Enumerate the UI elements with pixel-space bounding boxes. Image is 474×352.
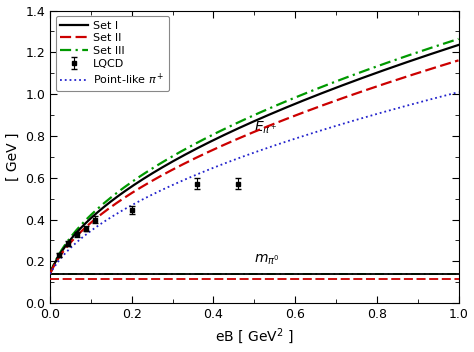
Set II — [232, 138, 237, 142]
Point-like $\pi^+$ — [152, 191, 158, 195]
Set I — [47, 272, 53, 276]
Point-like $\pi^+$ — [47, 272, 53, 276]
Point-like $\pi^+$ — [232, 157, 237, 162]
Set II — [152, 177, 158, 181]
Set II — [320, 103, 326, 107]
Point-like $\pi^+$ — [320, 128, 326, 132]
Point-like $\pi^+$ — [456, 90, 461, 94]
Set III — [47, 272, 53, 276]
Set I — [288, 103, 293, 108]
Set II — [47, 272, 53, 276]
Y-axis label: [ GeV ]: [ GeV ] — [6, 133, 19, 181]
Set II — [456, 58, 461, 62]
Set I — [232, 128, 237, 132]
Set III — [119, 187, 125, 191]
Set III — [288, 97, 293, 101]
Set III — [232, 122, 237, 126]
Line: Set II: Set II — [50, 60, 458, 274]
Set II — [288, 115, 293, 119]
Set I — [355, 77, 360, 82]
Set II — [355, 91, 360, 95]
Point-like $\pi^+$ — [119, 208, 125, 213]
Set III — [320, 84, 326, 89]
Set I — [320, 91, 326, 95]
Set III — [152, 165, 158, 169]
Set III — [355, 71, 360, 75]
Line: Point-like $\pi^+$: Point-like $\pi^+$ — [50, 92, 458, 274]
Text: $E_{\pi^+}$: $E_{\pi^+}$ — [254, 120, 277, 136]
Set I — [456, 43, 461, 47]
Set I — [152, 170, 158, 174]
Point-like $\pi^+$ — [288, 138, 293, 142]
Text: $m_{\pi^0}$: $m_{\pi^0}$ — [254, 252, 280, 267]
Line: Set III: Set III — [50, 39, 458, 274]
Set I — [119, 191, 125, 195]
Legend: Set I, Set II, Set III, LQCD, Point-like $\pi^+$: Set I, Set II, Set III, LQCD, Point-like… — [55, 16, 169, 92]
Set III — [456, 37, 461, 41]
Line: Set I: Set I — [50, 45, 458, 274]
X-axis label: eB [ GeV$^2$ ]: eB [ GeV$^2$ ] — [215, 327, 293, 346]
Point-like $\pi^+$ — [355, 117, 360, 121]
Set II — [119, 197, 125, 201]
